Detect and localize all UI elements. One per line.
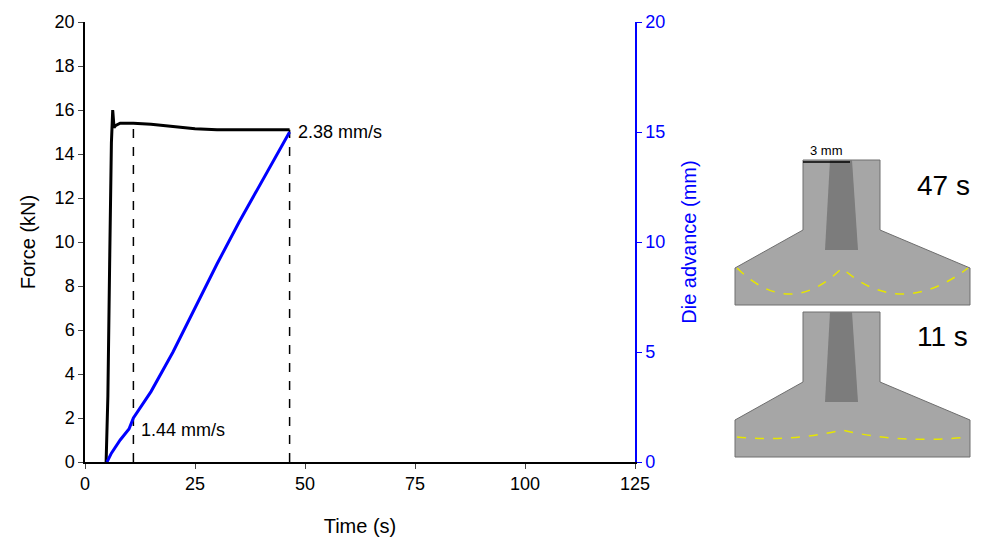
svg-text:18: 18 bbox=[55, 56, 75, 76]
svg-text:8: 8 bbox=[65, 276, 75, 296]
svg-text:5: 5 bbox=[645, 342, 655, 362]
svg-text:50: 50 bbox=[295, 474, 315, 494]
svg-text:16: 16 bbox=[55, 100, 75, 120]
svg-text:47 s: 47 s bbox=[917, 170, 970, 201]
svg-text:1.44 mm/s: 1.44 mm/s bbox=[141, 420, 225, 440]
svg-text:2.38 mm/s: 2.38 mm/s bbox=[298, 122, 382, 142]
svg-text:Force (kN): Force (kN) bbox=[17, 195, 39, 289]
svg-text:11 s: 11 s bbox=[917, 321, 968, 352]
svg-text:15: 15 bbox=[645, 122, 665, 142]
svg-text:Time (s): Time (s) bbox=[324, 515, 397, 537]
svg-text:Die advance (mm): Die advance (mm) bbox=[678, 160, 700, 323]
svg-text:0: 0 bbox=[645, 452, 655, 472]
svg-text:12: 12 bbox=[55, 188, 75, 208]
svg-text:10: 10 bbox=[55, 232, 75, 252]
svg-text:6: 6 bbox=[65, 320, 75, 340]
svg-text:100: 100 bbox=[510, 474, 540, 494]
svg-text:10: 10 bbox=[645, 232, 665, 252]
svg-text:4: 4 bbox=[65, 364, 75, 384]
svg-text:2: 2 bbox=[65, 408, 75, 428]
svg-text:125: 125 bbox=[620, 474, 650, 494]
svg-text:0: 0 bbox=[65, 452, 75, 472]
svg-text:20: 20 bbox=[645, 12, 665, 32]
svg-text:75: 75 bbox=[405, 474, 425, 494]
svg-text:25: 25 bbox=[185, 474, 205, 494]
svg-text:20: 20 bbox=[55, 12, 75, 32]
svg-text:3 mm: 3 mm bbox=[810, 143, 843, 158]
svg-text:0: 0 bbox=[80, 474, 90, 494]
svg-text:14: 14 bbox=[55, 144, 75, 164]
